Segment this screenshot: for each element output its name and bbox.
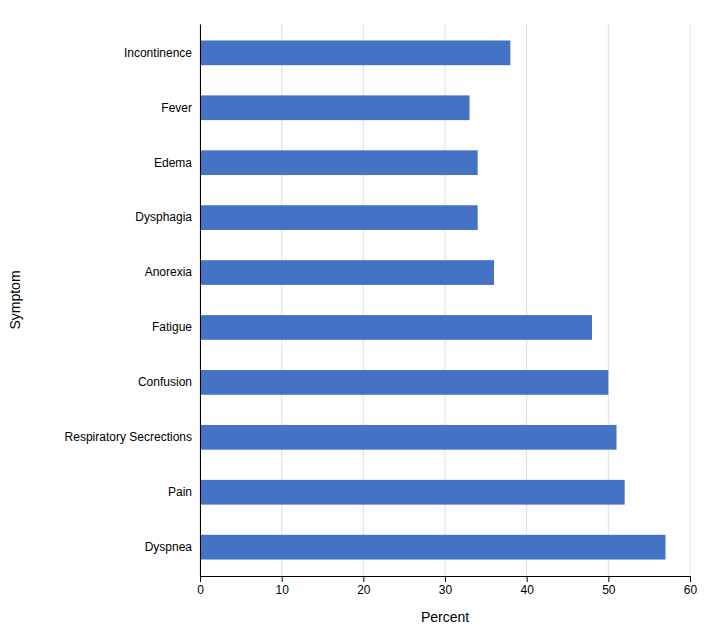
tick-label: 10	[275, 583, 289, 597]
tick-label: Fever	[161, 101, 192, 115]
tick-label: Pain	[168, 485, 192, 499]
tick-mark	[200, 576, 201, 582]
y-axis: Dyspnea Pain Respiratory Secrections Confus…	[65, 25, 201, 577]
bar	[200, 95, 470, 120]
tick-mark	[363, 576, 364, 582]
grid	[200, 24, 690, 576]
tick-label: Respiratory Secrections	[65, 430, 192, 444]
tick-label: 50	[602, 583, 616, 597]
tick: Pain	[168, 485, 200, 499]
grid-line	[200, 24, 201, 576]
tick: 60	[684, 576, 698, 597]
tick: Fever	[161, 101, 200, 115]
tick-label: 20	[357, 583, 371, 597]
tick: 30	[439, 576, 453, 597]
tick: 0	[197, 576, 204, 597]
tick-mark	[527, 576, 528, 582]
chart-container: 0 10 20 30 40 50 60 Dyspnea Pain Respiratory Secr…	[0, 0, 726, 640]
tick: Incontinence	[124, 46, 200, 60]
tick-label: Fatigue	[152, 320, 192, 334]
tick-mark	[445, 576, 446, 582]
tick-mark	[608, 576, 609, 582]
plot-area: 0 10 20 30 40 50 60 Dyspnea Pain Respiratory Secr…	[65, 24, 698, 597]
tick-mark	[282, 576, 283, 582]
tick-mark	[690, 576, 691, 582]
chart-svg: 0 10 20 30 40 50 60 Dyspnea Pain Respiratory Secr…	[0, 0, 726, 640]
tick: Dyspnea	[145, 540, 200, 554]
tick: 10	[275, 576, 289, 597]
bar	[200, 535, 666, 560]
tick-label: Confusion	[138, 375, 192, 389]
axis-title: Percent	[421, 609, 469, 625]
bars	[200, 40, 666, 559]
tick: 50	[602, 576, 616, 597]
axis-title: Symptom	[7, 270, 23, 329]
bar	[200, 205, 478, 230]
axis-line	[201, 577, 691, 583]
tick: 20	[357, 576, 371, 597]
tick: Dysphagia	[135, 210, 200, 224]
tick: 40	[520, 576, 534, 597]
tick: Fatigue	[152, 320, 200, 334]
tick-label: Incontinence	[124, 46, 192, 60]
bar	[200, 425, 617, 450]
bar	[200, 260, 494, 285]
bar	[200, 315, 592, 340]
bar	[200, 40, 510, 65]
tick-label: 30	[439, 583, 453, 597]
tick-label: Anorexia	[145, 265, 193, 279]
tick: Confusion	[138, 375, 200, 389]
tick: Respiratory Secrections	[65, 430, 200, 444]
tick: Edema	[154, 156, 200, 170]
tick-label: 0	[197, 583, 204, 597]
tick-label: Edema	[154, 156, 192, 170]
tick-label: 40	[520, 583, 534, 597]
bar	[200, 480, 625, 505]
bar	[200, 370, 608, 395]
bar	[200, 150, 478, 175]
tick: Anorexia	[145, 265, 200, 279]
tick-label: Dyspnea	[145, 540, 193, 554]
grid-line	[690, 24, 691, 576]
tick-label: 60	[684, 583, 698, 597]
axis-line	[200, 25, 201, 577]
x-axis: 0 10 20 30 40 50 60	[197, 576, 697, 597]
tick-label: Dysphagia	[135, 210, 192, 224]
